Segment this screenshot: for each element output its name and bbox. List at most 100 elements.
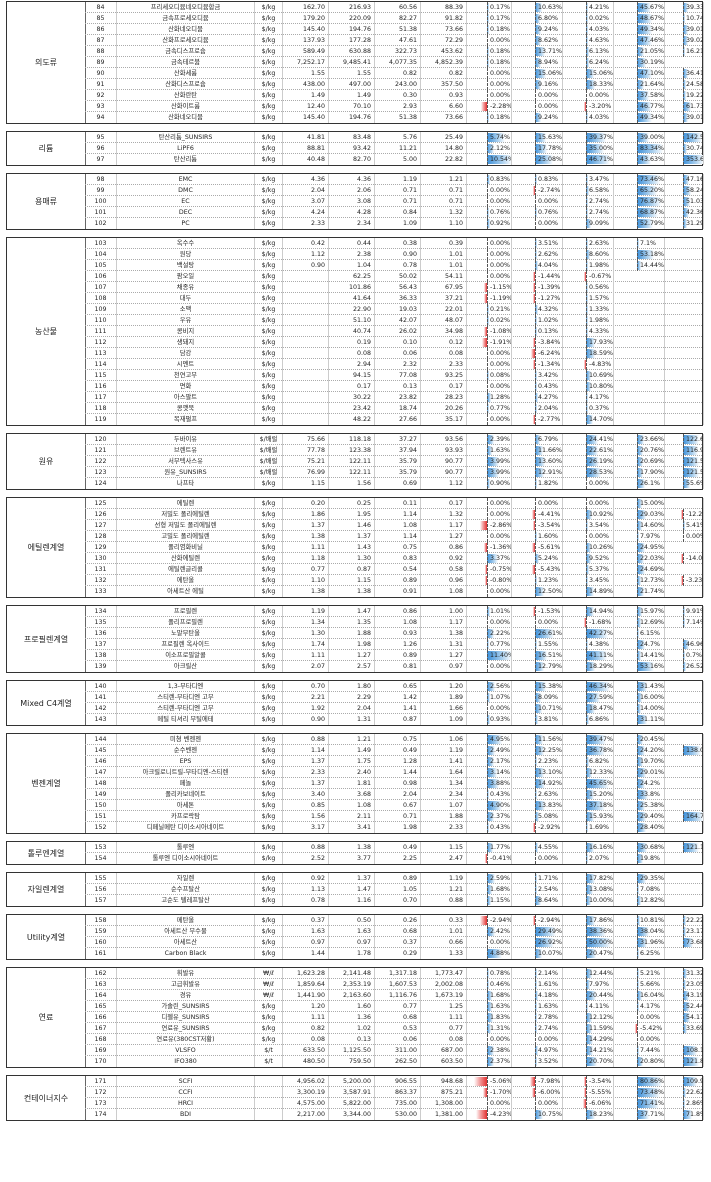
- zero-axis-line: [487, 403, 488, 414]
- table-row: 100 EC $/kg 3.07 3.08 0.71 0.71 0.00% 0.00% 2.74%…: [85, 196, 704, 207]
- row-number: 97: [85, 154, 117, 165]
- change-1d: -1.08%: [467, 326, 512, 337]
- unit: $/kg: [255, 542, 283, 553]
- zero-axis-line: [637, 1076, 638, 1087]
- positive-change-bar: [637, 823, 646, 832]
- change-1y: [665, 800, 704, 811]
- low-price: 0.65: [375, 681, 421, 692]
- base-price: 1.19: [421, 873, 467, 884]
- unit: $/kg: [255, 948, 283, 959]
- current-price: 40.48: [283, 154, 329, 165]
- zero-axis-line: [637, 937, 638, 948]
- table-row: 140 1,3-부타디엔 $/kg 0.70 1.80 0.65 1.20 2.56% 15.3…: [85, 681, 704, 692]
- percent-value: 0.00%: [640, 1036, 661, 1043]
- zero-axis-line: [535, 293, 536, 304]
- change-1d: 2.56%: [467, 681, 512, 692]
- high-price: 0.25: [329, 498, 375, 509]
- low-price: 0.78: [375, 260, 421, 271]
- percent-value: 0.77%: [490, 641, 511, 648]
- zero-axis-line: [637, 260, 638, 271]
- positive-change-bar: [683, 969, 687, 978]
- percent-value: -2.77%: [538, 416, 561, 423]
- zero-axis-line: [535, 617, 536, 628]
- change-1m: 0.00%: [563, 498, 614, 509]
- change-1w: 26.61%: [512, 628, 563, 639]
- zero-axis-line: [586, 661, 587, 672]
- positive-change-bar: [586, 133, 606, 142]
- change-1y: [665, 326, 704, 337]
- unit: $/kg: [255, 196, 283, 207]
- item-name: 브렌트유: [117, 445, 255, 456]
- change-3m: [614, 315, 665, 326]
- zero-axis-line: [637, 895, 638, 906]
- table-row: 171 SCFI 4,956.02 5,200.00 906.55 948.68 -5.06…: [85, 1076, 704, 1087]
- percent-value: 37.71%: [640, 1111, 665, 1118]
- zero-axis-line: [586, 1087, 587, 1098]
- percent-value: 2.49%: [490, 747, 511, 754]
- table-row: 136 노말부탄올 $/kg 1.30 1.88 0.93 1.38 2.22% 26.61% 4…: [85, 628, 704, 639]
- zero-axis-line: [535, 218, 536, 229]
- percent-value: 39.00%: [640, 134, 665, 141]
- table-row: 92 산화란탄 $/kg 1.49 1.49 0.30 0.93 0.00% 0.00% 0.00…: [85, 90, 704, 101]
- positive-change-bar: [535, 587, 544, 596]
- change-3m: 0.00%: [614, 1034, 665, 1045]
- percent-value: -5.43%: [538, 566, 561, 573]
- row-number: 99: [85, 185, 117, 196]
- change-1d: 0.00%: [467, 703, 512, 714]
- low-price: 2.25: [375, 853, 421, 864]
- item-name: CCFI: [117, 1087, 255, 1098]
- high-price: 2,163.60: [329, 990, 375, 1001]
- unit: $/kg: [255, 282, 283, 293]
- percent-value: -1.53%: [538, 608, 561, 615]
- percent-value: 39.37%: [589, 134, 614, 141]
- zero-axis-line: [535, 756, 536, 767]
- percent-value: 0.18%: [490, 48, 511, 55]
- change-1y: [665, 734, 704, 745]
- change-1y: 33.69%: [665, 1023, 704, 1034]
- change-1d: 0.00%: [467, 185, 512, 196]
- percent-value: -1.27%: [538, 295, 561, 302]
- zero-axis-line: [487, 68, 488, 79]
- zero-axis-line: [683, 46, 684, 57]
- high-price: 9,485.41: [329, 57, 375, 68]
- percent-value: 0.90%: [490, 480, 511, 487]
- negative-change-bar: [484, 543, 487, 552]
- zero-axis-line: [535, 154, 536, 165]
- change-1m: 2.63%: [563, 238, 614, 249]
- change-1m: 1.57%: [563, 293, 614, 304]
- current-price: 1.10: [283, 575, 329, 586]
- change-3m: 83.34%: [614, 143, 665, 154]
- unit: $/kg: [255, 937, 283, 948]
- zero-axis-line: [637, 249, 638, 260]
- unit: $/배럴: [255, 445, 283, 456]
- item-name: EC: [117, 196, 255, 207]
- change-1d: 0.17%: [467, 13, 512, 24]
- change-1y: 121.15%: [665, 842, 704, 853]
- base-price: 0.58: [421, 564, 467, 575]
- positive-change-bar: [535, 704, 542, 713]
- positive-change-bar: [535, 144, 547, 153]
- positive-change-bar: [487, 969, 489, 978]
- base-price: 357.50: [421, 79, 467, 90]
- base-price: 93.25: [421, 370, 467, 381]
- change-1m: 27.59%: [563, 692, 614, 703]
- positive-change-bar: [683, 219, 687, 228]
- change-1w: -6.00%: [512, 1087, 563, 1098]
- low-price: 2.04: [375, 789, 421, 800]
- high-price: 1.49: [329, 745, 375, 756]
- positive-change-bar: [683, 1057, 699, 1066]
- unit: $/kg: [255, 853, 283, 864]
- base-price: 35.17: [421, 414, 467, 425]
- unit: $/kg: [255, 1023, 283, 1034]
- negative-change-bar: [584, 102, 586, 111]
- positive-change-bar: [683, 47, 685, 56]
- positive-change-bar: [637, 1046, 639, 1055]
- positive-change-bar: [487, 144, 494, 153]
- unit: $/kg: [255, 800, 283, 811]
- group-block: 자일렌계열 155 자일렌 $/kg 0.92 1.37 0.89 1.19 2.59% 1.71…: [6, 872, 704, 907]
- current-price: 1.15: [283, 478, 329, 489]
- change-1m: 38.36%: [563, 926, 614, 937]
- positive-change-bar: [586, 521, 588, 530]
- change-3m: 48.67%: [614, 13, 665, 24]
- zero-axis-line: [487, 46, 488, 57]
